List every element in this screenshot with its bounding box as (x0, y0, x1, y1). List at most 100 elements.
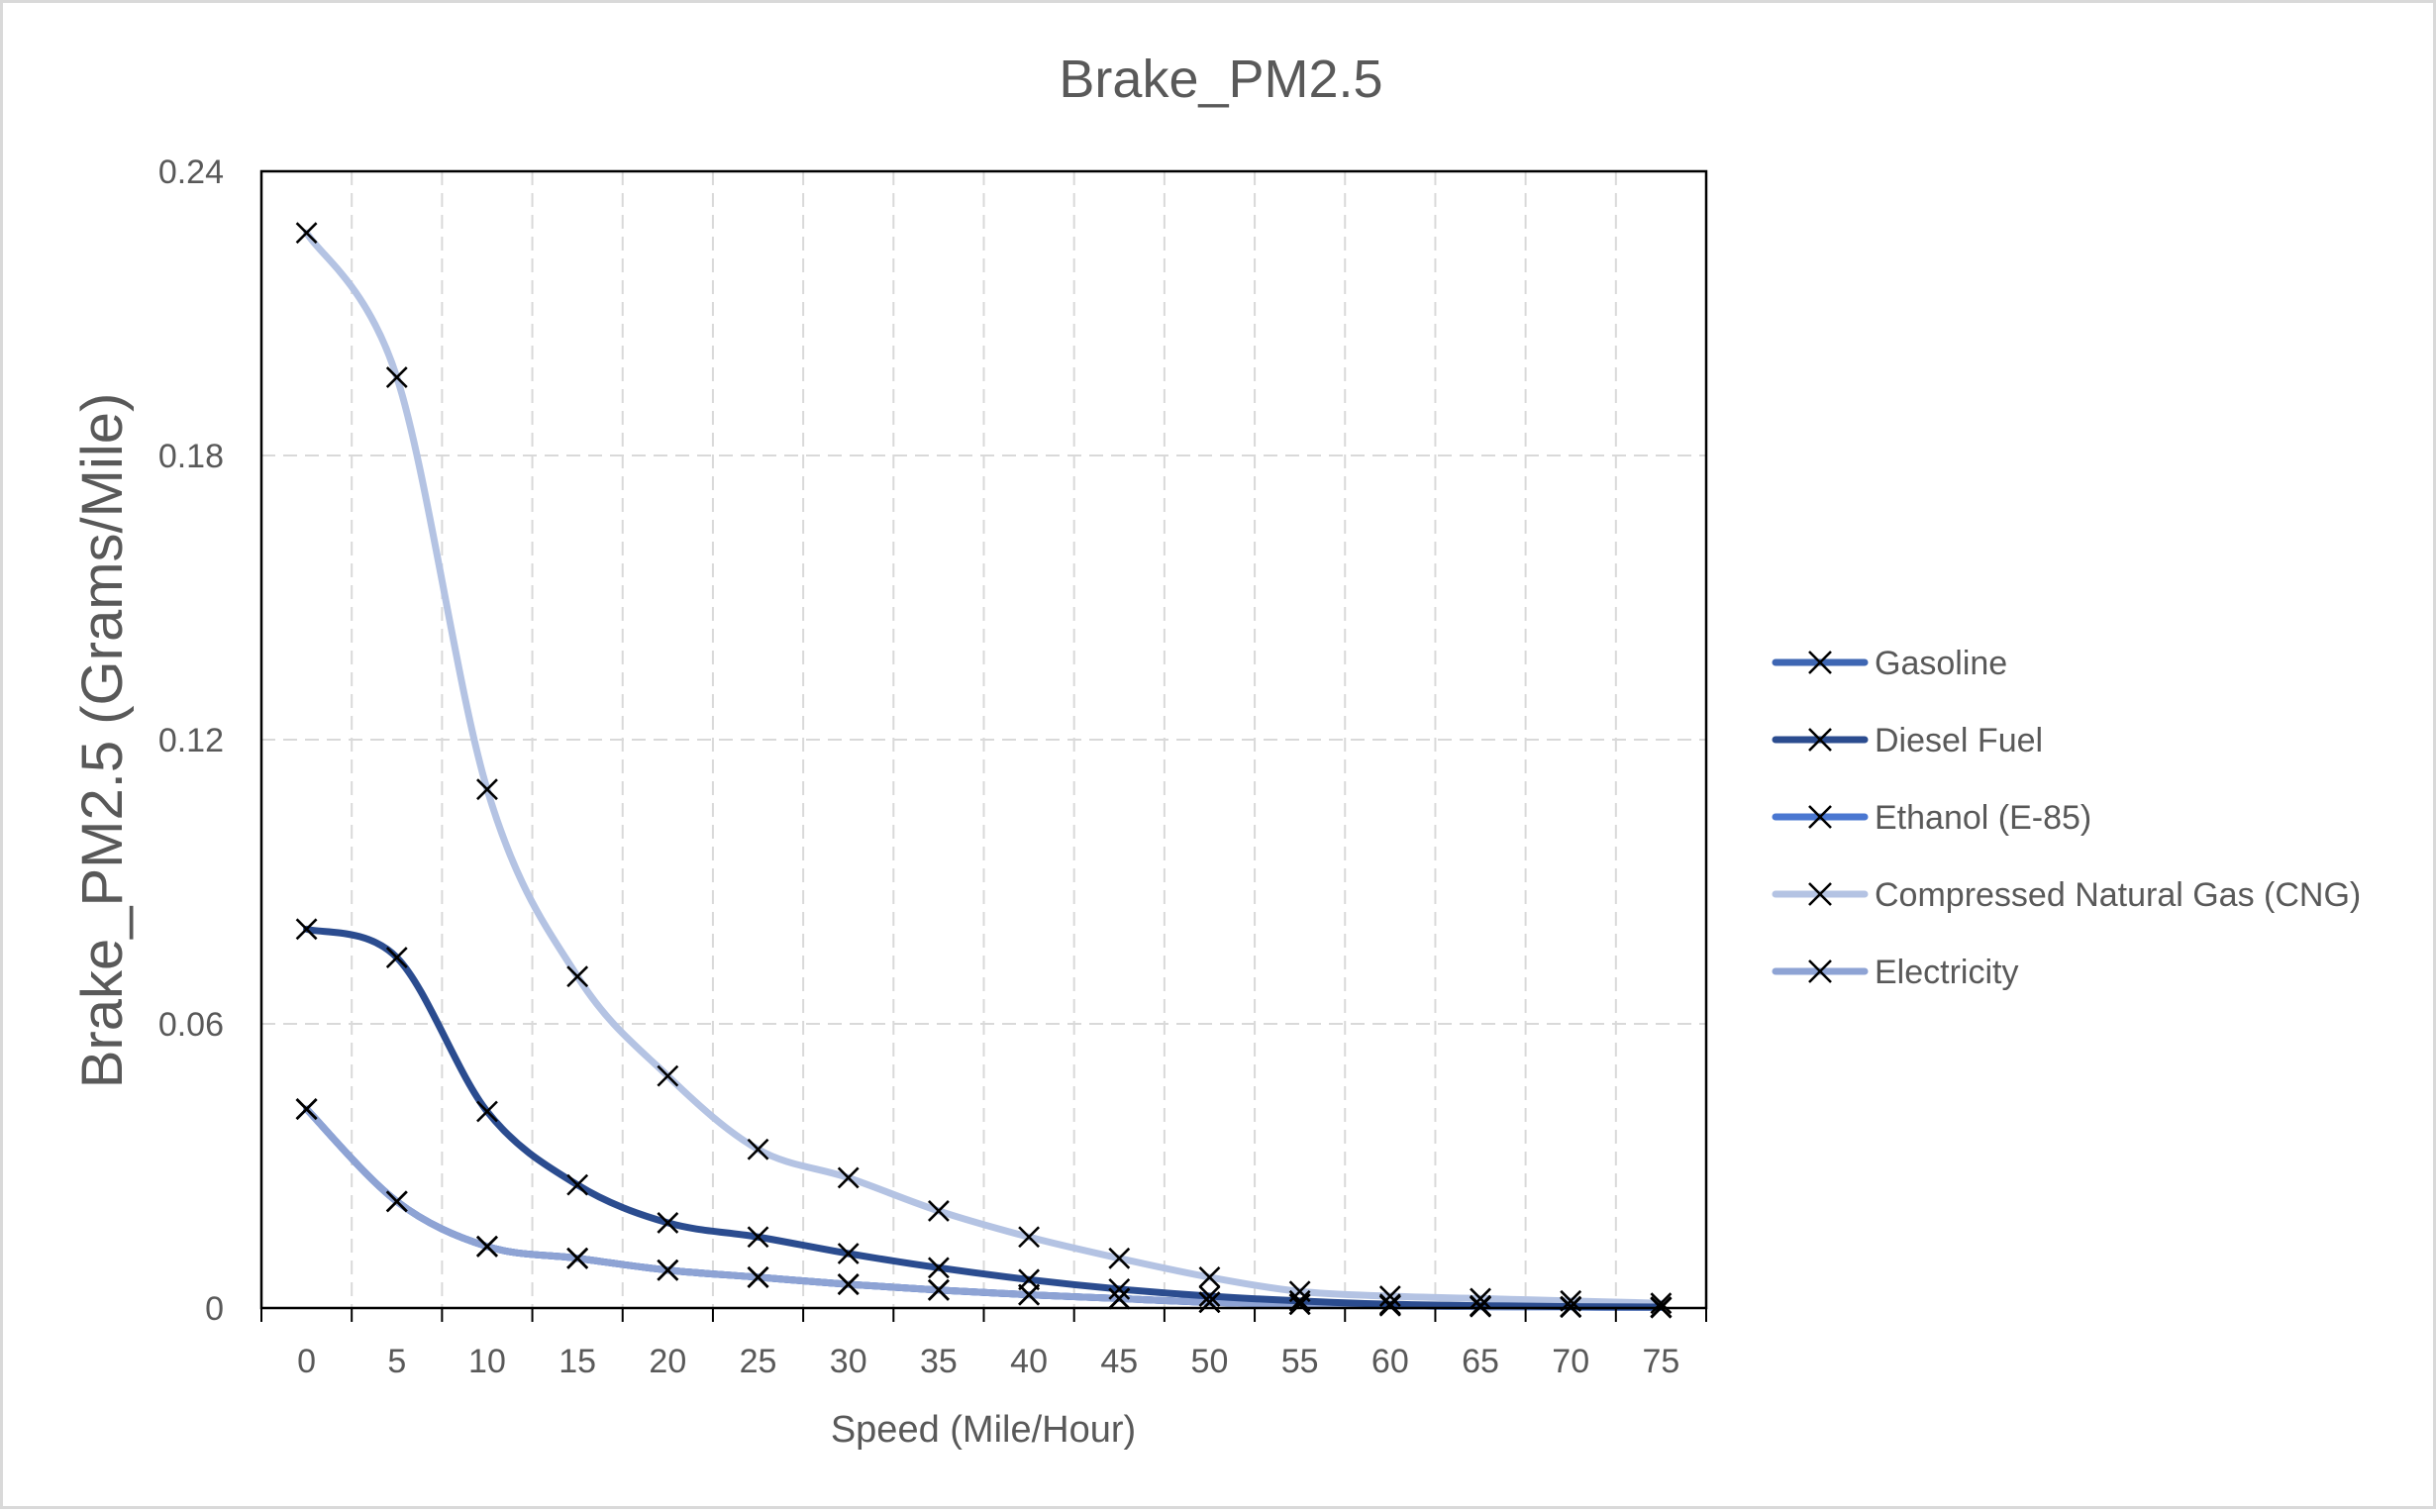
data-point-compressed-natural-gas-cng (1018, 1226, 1041, 1249)
x-tick-label: 5 (387, 1343, 406, 1380)
marker-stroke (295, 918, 318, 941)
marker-stroke (1108, 1277, 1131, 1300)
data-point-diesel-fuel (385, 947, 408, 968)
marker-stroke (747, 1138, 769, 1160)
data-point-compressed-natural-gas-cng (1108, 1247, 1131, 1269)
axis-layer: 0 0.06 0.12 0.18 0.24 0 5 10 15 20 25 30 35 40 45 50 55 6… (158, 153, 1708, 1380)
data-point-diesel-fuel (1560, 1295, 1582, 1318)
legend-marker (1808, 805, 1832, 829)
marker-stroke (295, 1098, 318, 1121)
marker-stroke (385, 366, 408, 388)
data-point-electricity (566, 1247, 589, 1269)
line-chart: Brake_PM2.5 0 0.06 0.12 0.18 0.24 0 5 10 15 20 25 3… (70, 50, 2361, 1451)
data-point-electricity (476, 1235, 498, 1258)
marker-stroke (657, 1259, 679, 1281)
marker-stroke (476, 1235, 498, 1258)
legend-item-electricity: Electricity (1772, 954, 2018, 991)
marker-stroke (927, 1257, 950, 1279)
legend-label: Electricity (1875, 954, 2018, 991)
x-tick-label: 0 (297, 1343, 316, 1380)
x-tick-label: 35 (920, 1343, 958, 1380)
y-tick-label: 0.24 (158, 153, 224, 191)
marker-stroke (1560, 1295, 1582, 1318)
data-point-compressed-natural-gas-cng (837, 1166, 860, 1189)
x-tick-label: 25 (740, 1343, 777, 1380)
data-point-electricity (1018, 1283, 1041, 1306)
marker-stroke (295, 222, 318, 245)
y-axis-title: Brake_PM2.5 (Grams/Mile) (70, 393, 135, 1089)
data-point-electricity (837, 1273, 860, 1296)
data-point-compressed-natural-gas-cng (1470, 1287, 1491, 1310)
marker-stroke (1018, 1283, 1041, 1306)
data-point-compressed-natural-gas-cng (295, 222, 318, 245)
marker-stroke (1018, 1226, 1041, 1249)
marker-stroke (1198, 1285, 1221, 1307)
legend-item-ethanol-e-85: Ethanol (E-85) (1772, 799, 2091, 837)
data-point-electricity (657, 1259, 679, 1281)
data-point-compressed-natural-gas-cng (566, 965, 589, 988)
x-tick-label: 50 (1191, 1343, 1229, 1380)
marker-stroke (657, 1211, 679, 1234)
data-point-diesel-fuel (747, 1226, 769, 1249)
legend-label: Diesel Fuel (1875, 722, 2043, 759)
marker-stroke (1378, 1293, 1401, 1316)
data-point-compressed-natural-gas-cng (747, 1138, 769, 1160)
marker-stroke (476, 778, 498, 801)
data-point-compressed-natural-gas-cng (476, 778, 498, 801)
data-point-compressed-natural-gas-cng (1198, 1265, 1221, 1288)
x-tick-label: 20 (649, 1343, 686, 1380)
y-tick-label: 0.06 (158, 1006, 224, 1044)
data-point-diesel-fuel (295, 918, 318, 941)
legend-label: Compressed Natural Gas (CNG) (1875, 876, 2361, 914)
marker-stroke (1470, 1287, 1491, 1310)
data-point-diesel-fuel (657, 1211, 679, 1234)
data-point-compressed-natural-gas-cng (1378, 1285, 1401, 1307)
data-point-compressed-natural-gas-cng (385, 366, 408, 388)
x-tick-label: 45 (1100, 1343, 1138, 1380)
legend-item-gasoline: Gasoline (1772, 645, 2007, 682)
x-tick-label: 70 (1552, 1343, 1589, 1380)
legend-label: Ethanol (E-85) (1875, 799, 2091, 837)
marker-stroke (837, 1273, 860, 1296)
marker-stroke (927, 1278, 950, 1301)
marker-stroke (566, 965, 589, 988)
data-point-diesel-fuel (837, 1243, 860, 1264)
x-tick-label: 10 (468, 1343, 506, 1380)
x-tick-label: 65 (1462, 1343, 1499, 1380)
marker-stroke (1018, 1268, 1041, 1291)
data-point-diesel-fuel (566, 1173, 589, 1196)
marker-stroke (747, 1265, 769, 1288)
data-point-diesel-fuel (1198, 1285, 1221, 1307)
legend-marker (1808, 651, 1832, 674)
legend-label: Gasoline (1875, 645, 2007, 682)
marker-stroke (747, 1226, 769, 1249)
x-tick-label: 40 (1010, 1343, 1048, 1380)
x-axis-title: Speed (Mile/Hour) (831, 1409, 1136, 1451)
data-point-electricity (385, 1190, 408, 1213)
marker-stroke (837, 1166, 860, 1189)
data-point-electricity (295, 1098, 318, 1121)
marker-stroke (657, 1064, 679, 1087)
marker-stroke (385, 947, 408, 968)
data-point-compressed-natural-gas-cng (927, 1200, 950, 1222)
data-point-diesel-fuel (927, 1257, 950, 1279)
data-point-diesel-fuel (476, 1100, 498, 1123)
data-point-diesel-fuel (1108, 1277, 1131, 1300)
marker-stroke (927, 1200, 950, 1222)
x-tick-label: 60 (1371, 1343, 1409, 1380)
y-tick-label: 0.18 (158, 438, 224, 475)
data-point-diesel-fuel (1378, 1293, 1401, 1316)
data-point-electricity (1288, 1293, 1311, 1316)
marker-stroke (1288, 1293, 1311, 1316)
data-point-electricity (1108, 1287, 1131, 1310)
legend-item-compressed-natural-gas-cng: Compressed Natural Gas (CNG) (1772, 876, 2361, 914)
marker-stroke (1108, 1287, 1131, 1310)
legend-marker (1808, 959, 1832, 983)
y-tick-label: 0 (205, 1290, 224, 1328)
marker-stroke (1198, 1265, 1221, 1288)
marker-stroke (385, 1190, 408, 1213)
legend-marker (1808, 882, 1832, 906)
data-point-electricity (747, 1265, 769, 1288)
marker-layer (295, 222, 1673, 1319)
